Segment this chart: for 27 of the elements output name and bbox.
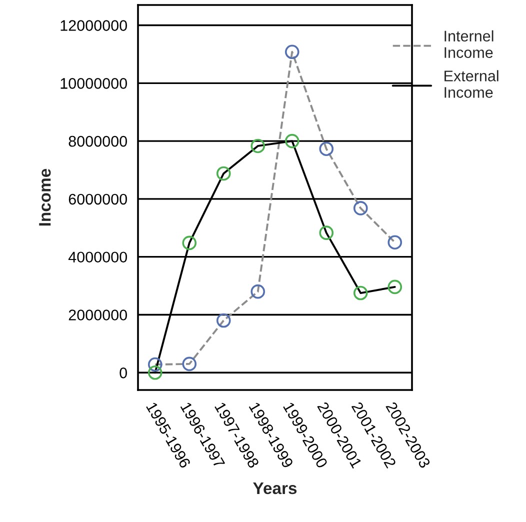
point	[250, 138, 266, 154]
legend-label: Internel Income	[444, 30, 494, 58]
point	[182, 236, 197, 250]
y-tick-label: 0	[120, 368, 127, 378]
point	[216, 313, 231, 328]
point	[319, 142, 334, 156]
point	[216, 166, 231, 181]
point	[148, 357, 162, 372]
point	[353, 286, 368, 300]
point	[250, 284, 266, 299]
y-tick-label: 8000000	[68, 136, 127, 147]
point	[388, 235, 402, 250]
point	[353, 201, 368, 216]
y-tick-label: 12000000	[60, 20, 127, 31]
point	[319, 226, 334, 240]
y-tick-label: 10000000	[60, 78, 127, 89]
y-tick-label: 2000000	[68, 310, 127, 320]
y-tick-label: 6000000	[68, 194, 127, 205]
point	[284, 44, 300, 60]
y-axis-title: Income	[39, 168, 51, 226]
point	[148, 365, 162, 380]
point	[284, 134, 300, 148]
point	[182, 356, 197, 372]
y-tick-label: 4000000	[68, 252, 127, 263]
point	[388, 280, 402, 294]
x-axis-title: Years	[253, 482, 297, 494]
legend-label: External Income	[444, 70, 498, 98]
